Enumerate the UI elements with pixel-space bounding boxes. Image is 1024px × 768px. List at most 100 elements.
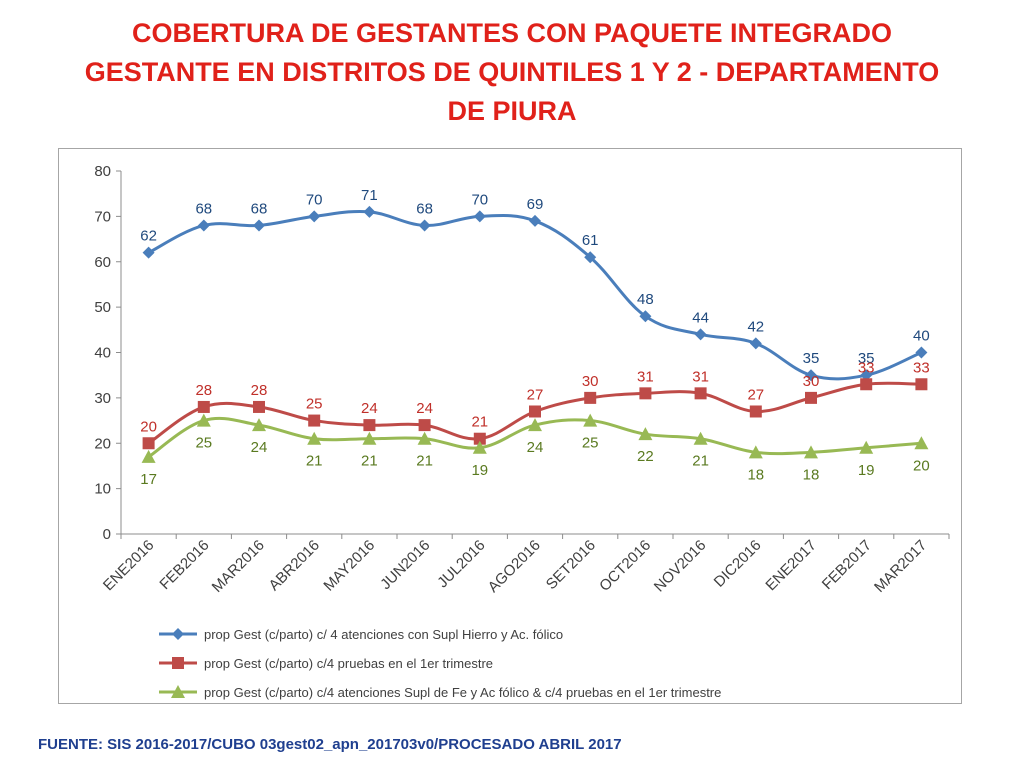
data-label: 27	[747, 386, 764, 403]
x-tick-label: MAY2016	[320, 537, 378, 595]
data-point	[363, 205, 376, 218]
data-point	[417, 431, 432, 445]
y-tick-label: 40	[94, 345, 111, 362]
data-point	[141, 449, 156, 463]
data-point	[915, 378, 928, 391]
data-label: 24	[361, 400, 378, 417]
data-point	[639, 387, 652, 400]
data-label: 21	[471, 414, 488, 431]
title-line-2: GESTANTE EN DISTRITOS DE QUINTILES 1 Y 2…	[84, 57, 940, 87]
data-point	[142, 437, 155, 450]
data-point	[805, 391, 817, 404]
data-point	[196, 413, 211, 427]
y-tick-label: 10	[94, 481, 111, 498]
y-tick-label: 50	[94, 299, 111, 316]
data-label: 48	[637, 291, 654, 308]
data-label: 24	[527, 439, 544, 456]
data-label: 70	[471, 191, 488, 208]
data-point	[693, 431, 708, 445]
data-label: 35	[858, 350, 875, 367]
data-point	[583, 413, 598, 427]
data-point	[363, 419, 376, 432]
y-tick-label: 80	[94, 163, 111, 180]
title-line-1: COBERTURA DE GESTANTES CON PAQUETE INTEG…	[131, 18, 893, 48]
data-point	[860, 369, 873, 382]
data-label: 19	[471, 462, 488, 479]
data-label: 21	[692, 453, 709, 470]
data-label: 25	[195, 435, 212, 452]
y-tick-label: 60	[94, 254, 111, 271]
data-label: 21	[306, 453, 323, 470]
data-label: 20	[913, 457, 930, 474]
series-line	[147, 209, 922, 381]
data-point	[694, 387, 707, 400]
data-point	[915, 346, 928, 359]
data-label: 21	[416, 453, 433, 470]
data-label: 27	[527, 386, 544, 403]
x-tick-label: AGO2016	[485, 537, 544, 596]
data-point	[748, 445, 763, 459]
data-point	[638, 427, 653, 441]
data-label: 17	[140, 471, 157, 488]
data-point	[253, 219, 265, 232]
data-point	[805, 369, 817, 382]
data-point	[749, 337, 762, 350]
data-label: 61	[582, 232, 599, 249]
data-point	[528, 418, 542, 432]
data-label: 42	[747, 318, 764, 335]
data-point	[473, 210, 486, 223]
data-label: 20	[140, 418, 157, 435]
data-point	[308, 414, 321, 427]
y-tick-label: 30	[94, 390, 111, 407]
x-tick-label: DIC2016	[711, 537, 765, 591]
source-footer: FUENTE: SIS 2016-2017/CUBO 03gest02_apn_…	[38, 736, 622, 753]
x-tick-label: SET2016	[543, 537, 599, 593]
data-point	[804, 445, 818, 459]
data-label: 21	[361, 453, 378, 470]
x-tick-label: MAR2017	[871, 537, 930, 596]
data-point	[142, 246, 155, 259]
data-label: 35	[803, 350, 820, 367]
x-tick-label: MAR2016	[209, 537, 268, 596]
data-label: 40	[913, 328, 930, 345]
x-tick-label: OCT2016	[596, 537, 654, 595]
data-label: 44	[692, 309, 709, 326]
data-label: 25	[306, 396, 323, 413]
x-tick-label: FEB2016	[156, 537, 212, 593]
data-label: 22	[637, 448, 654, 465]
data-point	[197, 400, 210, 413]
data-label: 19	[858, 462, 875, 479]
data-point	[914, 436, 929, 450]
data-label: 25	[582, 435, 599, 452]
data-point	[584, 251, 597, 264]
data-label: 31	[637, 368, 654, 385]
data-point	[307, 431, 322, 445]
data-point	[252, 418, 266, 432]
data-label: 33	[858, 359, 875, 376]
x-tick-label: FEB2017	[819, 537, 875, 593]
data-point	[749, 405, 762, 418]
data-point	[529, 405, 541, 418]
data-label: 30	[582, 373, 599, 390]
data-point	[584, 391, 597, 404]
title-line-3: DE PIURA	[447, 96, 577, 126]
data-label: 30	[803, 373, 820, 390]
x-tick-label: ABR2016	[266, 537, 323, 594]
legend-label: prop Gest (c/parto) c/4 atenciones Supl …	[204, 685, 721, 700]
data-point	[362, 431, 377, 445]
y-tick-label: 20	[94, 435, 111, 452]
data-label: 24	[416, 400, 433, 417]
data-label: 28	[195, 382, 212, 399]
data-point	[860, 378, 873, 391]
data-point	[253, 400, 265, 413]
legend-label: prop Gest (c/parto) c/4 pruebas en el 1e…	[204, 656, 493, 671]
legend-label: prop Gest (c/parto) c/ 4 atenciones con …	[204, 627, 563, 642]
data-point	[694, 328, 707, 341]
data-label: 24	[251, 439, 268, 456]
legend-marker	[172, 628, 184, 640]
data-point	[418, 419, 431, 432]
legend-marker	[171, 685, 185, 698]
data-point	[418, 219, 431, 232]
y-tick-label: 0	[103, 526, 111, 543]
data-point	[859, 440, 874, 454]
